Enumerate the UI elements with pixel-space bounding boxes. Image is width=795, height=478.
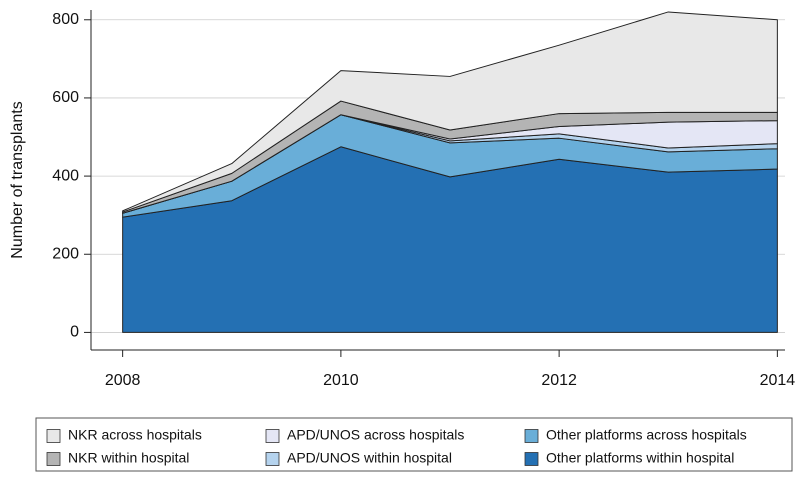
legend-label: APD/UNOS within hospital — [287, 450, 452, 466]
legend-swatch — [46, 429, 61, 443]
legend-swatch — [524, 452, 539, 466]
legend-label: APD/UNOS across hospitals — [287, 427, 464, 443]
y-tick-label: 800 — [52, 11, 79, 28]
legend-label: Other platforms within hospital — [546, 450, 734, 466]
x-tick-label: 2014 — [760, 372, 795, 389]
legend-label: Other platforms across hospitals — [546, 427, 747, 443]
legend-box — [35, 417, 793, 472]
legend-label: NKR within hospital — [68, 450, 189, 466]
y-tick-label: 400 — [52, 167, 79, 184]
y-tick-label: 200 — [52, 245, 79, 262]
legend-label: NKR across hospitals — [68, 427, 202, 443]
x-tick-label: 2008 — [105, 372, 141, 389]
legend-swatch — [265, 452, 280, 466]
y-axis-title: Number of transplants — [9, 101, 26, 258]
legend-swatch — [524, 429, 539, 443]
legend-swatch — [265, 429, 280, 443]
y-tick-label: 600 — [52, 89, 79, 106]
x-tick-label: 2012 — [541, 372, 577, 389]
x-tick-label: 2010 — [323, 372, 359, 389]
area — [122, 11, 778, 213]
y-tick-label: 0 — [70, 324, 79, 341]
legend-swatch — [46, 452, 61, 466]
